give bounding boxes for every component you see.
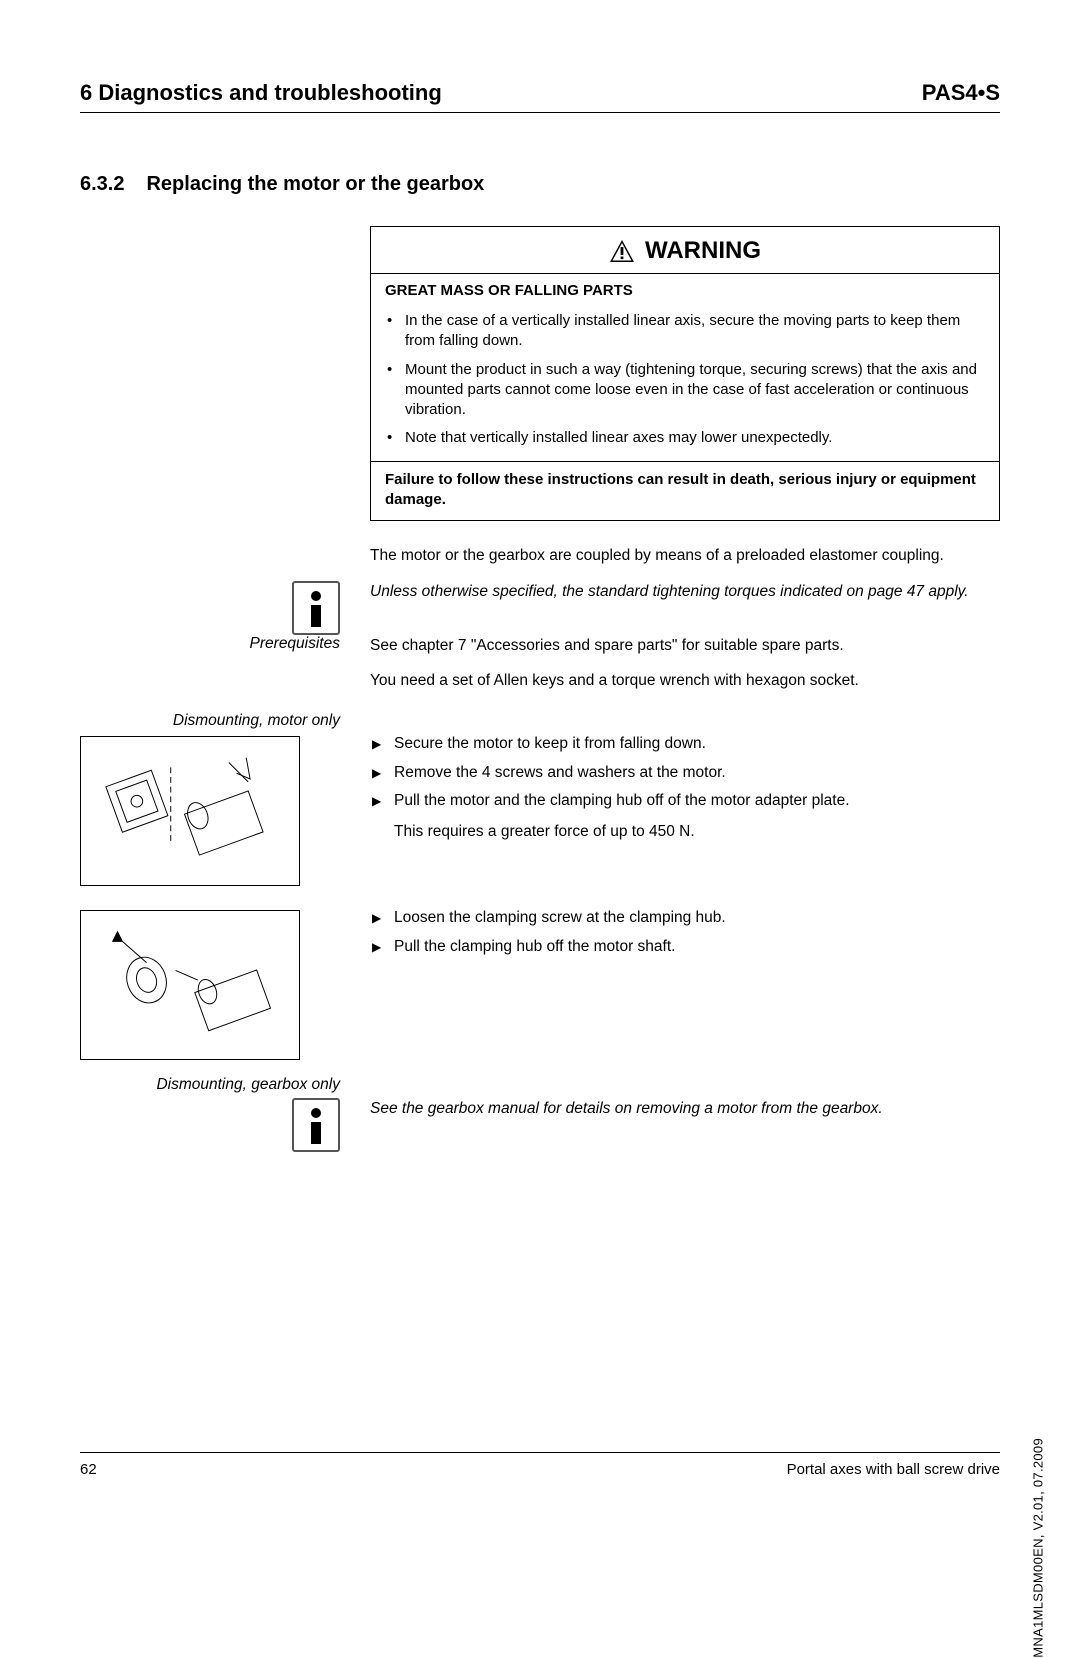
procedure-step: Pull the motor and the clamping hub off … bbox=[370, 787, 1000, 815]
prerequisites-line: See chapter 7 "Accessories and spare par… bbox=[370, 635, 1000, 657]
warning-bullet-list: In the case of a vertically installed li… bbox=[371, 303, 999, 461]
motor-steps-group-2: Loosen the clamping screw at the clampin… bbox=[370, 904, 1000, 961]
prerequisites-line: You need a set of Allen keys and a torqu… bbox=[370, 670, 1000, 692]
motor-diagram-svg-2 bbox=[92, 922, 288, 1048]
procedure-step: Loosen the clamping screw at the clampin… bbox=[370, 904, 1000, 932]
info-icon bbox=[292, 1098, 340, 1152]
motor-diagram-svg-1 bbox=[92, 748, 288, 874]
section-heading: 6.3.2 Replacing the motor or the gearbox bbox=[80, 173, 1000, 196]
warning-bullet: Note that vertically installed linear ax… bbox=[385, 424, 985, 452]
tightening-note: Unless otherwise specified, the standard… bbox=[370, 581, 1000, 609]
warning-title-row: WARNING bbox=[371, 227, 999, 274]
section-number: 6.3.2 bbox=[80, 173, 124, 196]
prerequisites-label: Prerequisites bbox=[80, 635, 340, 706]
procedure-step: Secure the motor to keep it from falling… bbox=[370, 730, 1000, 758]
page-footer: 62 Portal axes with ball screw drive bbox=[80, 1452, 1000, 1478]
warning-subheading: GREAT MASS OR FALLING PARTS bbox=[371, 274, 999, 303]
warning-bullet: Mount the product in such a way (tighten… bbox=[385, 356, 985, 425]
warning-heading-text: WARNING bbox=[645, 237, 761, 265]
procedure-step: Pull the clamping hub off the motor shaf… bbox=[370, 933, 1000, 961]
footer-doc-title: Portal axes with ball screw drive bbox=[787, 1461, 1000, 1478]
product-model: PAS4•S bbox=[922, 80, 1000, 106]
dismount-motor-label: Dismounting, motor only bbox=[80, 712, 340, 730]
procedure-step: Remove the 4 screws and washers at the m… bbox=[370, 759, 1000, 787]
motor-dismount-diagram-2 bbox=[80, 910, 300, 1060]
page-header: 6 Diagnostics and troubleshooting PAS4•S bbox=[80, 80, 1000, 113]
motor-dismount-diagram-1 bbox=[80, 736, 300, 886]
warning-consequence: Failure to follow these instructions can… bbox=[371, 461, 999, 521]
section-title: Replacing the motor or the gearbox bbox=[146, 173, 484, 196]
chapter-title: 6 Diagnostics and troubleshooting bbox=[80, 80, 442, 106]
page-number: 62 bbox=[80, 1461, 97, 1478]
document-id-vertical: MNA1MLSDM00EN, V2.01, 07.2009 bbox=[1031, 1438, 1046, 1658]
warning-bullet: In the case of a vertically installed li… bbox=[385, 307, 985, 356]
warning-triangle-icon bbox=[609, 239, 635, 263]
gearbox-note: See the gearbox manual for details on re… bbox=[370, 1098, 1000, 1152]
warning-box: WARNING GREAT MASS OR FALLING PARTS In t… bbox=[370, 226, 1000, 521]
info-icon bbox=[292, 581, 340, 635]
intro-paragraph: The motor or the gearbox are coupled by … bbox=[370, 545, 1000, 567]
procedure-note: This requires a greater force of up to 4… bbox=[370, 815, 1000, 849]
dismount-gearbox-label: Dismounting, gearbox only bbox=[80, 1076, 340, 1094]
content-grid: WARNING GREAT MASS OR FALLING PARTS In t… bbox=[80, 226, 1000, 1152]
motor-steps-group-1: Secure the motor to keep it from falling… bbox=[370, 730, 1000, 815]
